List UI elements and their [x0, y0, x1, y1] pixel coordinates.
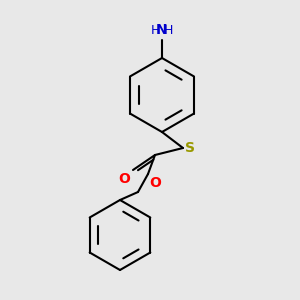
Text: O: O	[118, 172, 130, 186]
Text: N: N	[156, 23, 168, 37]
Text: H: H	[164, 24, 173, 37]
Text: H: H	[151, 24, 160, 37]
Text: S: S	[185, 141, 195, 155]
Text: O: O	[149, 176, 161, 190]
